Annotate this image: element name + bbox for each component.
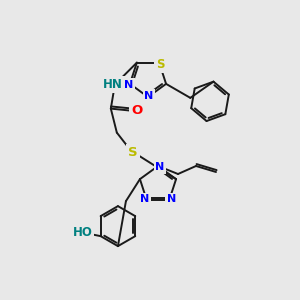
Text: N: N	[155, 162, 165, 172]
Text: N: N	[144, 91, 154, 101]
Text: N: N	[124, 80, 134, 90]
Text: S: S	[128, 146, 138, 159]
Text: HN: HN	[103, 78, 123, 91]
Text: S: S	[156, 58, 164, 71]
Text: HO: HO	[73, 226, 92, 238]
Text: N: N	[140, 194, 149, 204]
Text: N: N	[167, 194, 176, 204]
Text: O: O	[131, 104, 142, 117]
